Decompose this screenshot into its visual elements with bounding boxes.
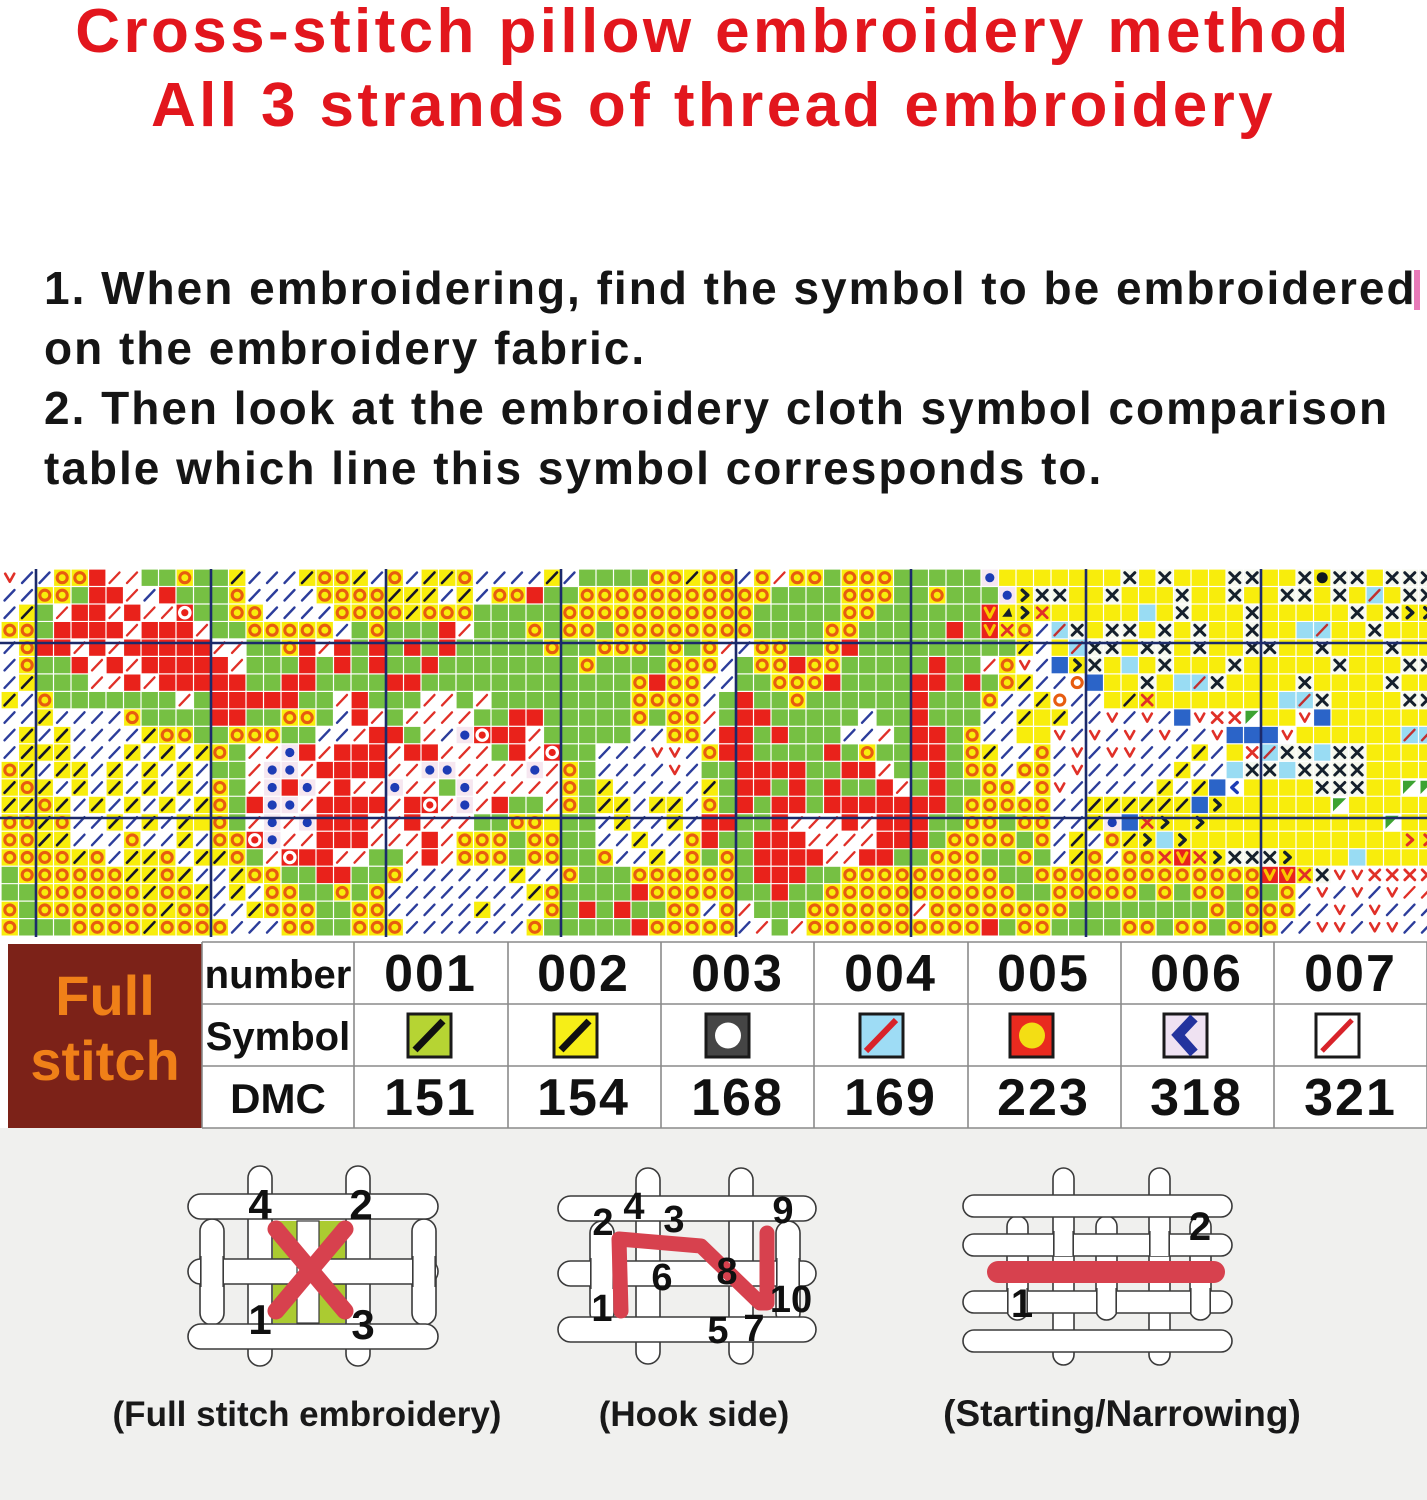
svg-text:6: 6: [651, 1257, 672, 1299]
svg-text:3: 3: [663, 1199, 684, 1241]
svg-text:2: 2: [592, 1202, 613, 1244]
svg-text:1: 1: [591, 1288, 612, 1330]
svg-text:1: 1: [1011, 1282, 1033, 1326]
svg-text:2: 2: [1189, 1205, 1211, 1249]
svg-text:4: 4: [248, 1181, 272, 1228]
svg-text:5: 5: [707, 1310, 728, 1352]
svg-text:10: 10: [770, 1279, 812, 1321]
svg-text:3: 3: [351, 1301, 374, 1348]
svg-text:9: 9: [772, 1190, 793, 1232]
svg-text:4: 4: [623, 1186, 644, 1228]
svg-text:1: 1: [248, 1296, 271, 1343]
svg-text:7: 7: [743, 1308, 764, 1350]
svg-text:2: 2: [349, 1181, 372, 1228]
svg-text:8: 8: [716, 1251, 737, 1293]
